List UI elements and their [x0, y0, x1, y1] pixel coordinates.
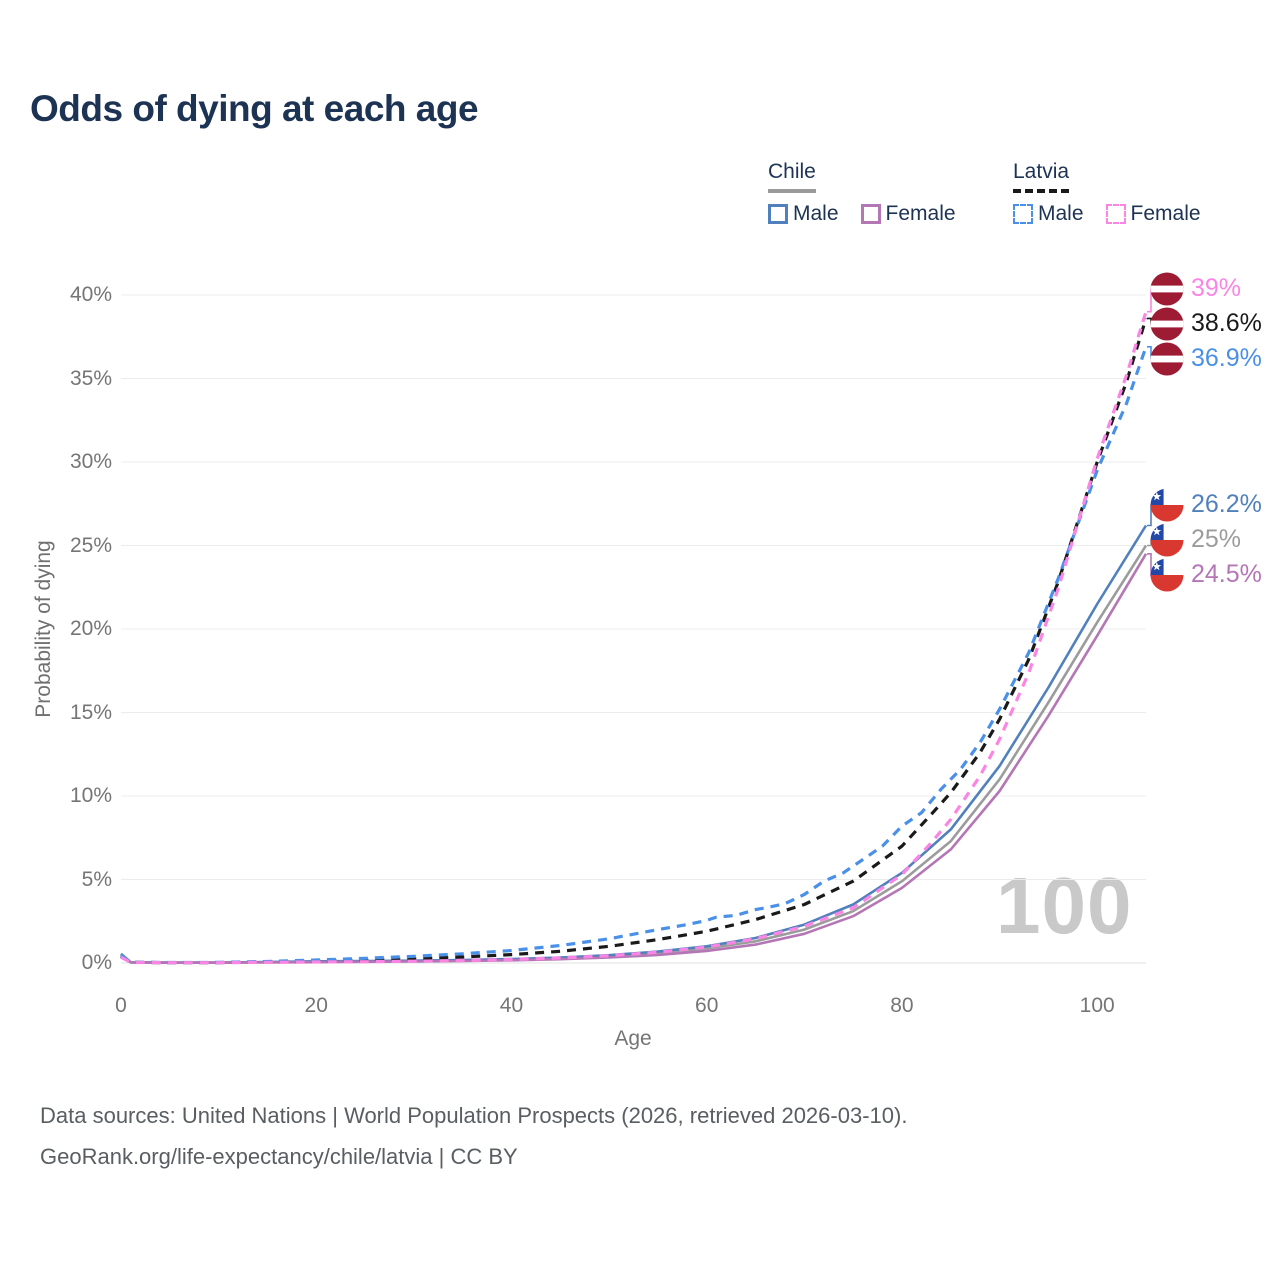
legend-swatch-icon	[768, 204, 788, 224]
legend-country-latvia: Latvia	[1013, 160, 1070, 193]
y-tick-label: 5%	[81, 867, 112, 891]
watermark-age-100: 100	[996, 861, 1133, 950]
x-tick-label: 60	[695, 994, 719, 1017]
y-tick-label: 30%	[69, 450, 112, 473]
legend-swatch-icon	[1013, 204, 1033, 224]
latvia-flag	[1150, 272, 1184, 306]
legend-swatch-icon	[860, 204, 881, 224]
y-tick-label: 25%	[69, 533, 112, 557]
end-value-label-chile-female: 24.5%	[1191, 560, 1262, 589]
end-value-label-latvia-male: 36.9%	[1191, 343, 1262, 372]
legend-item-label: Male	[793, 202, 839, 225]
chile-flag-icon	[1150, 488, 1184, 522]
y-tick-label: 20%	[69, 617, 112, 640]
legend-swatch-icon	[1105, 204, 1126, 224]
y-tick-label: 35%	[69, 366, 112, 390]
x-tick-label: 100	[1079, 994, 1115, 1017]
legend-item-chile-female[interactable]: Female	[860, 202, 956, 226]
chile-flag	[1150, 488, 1184, 522]
legend-item-latvia-female[interactable]: Female	[1105, 202, 1201, 226]
legend-item-chile-male[interactable]: Male	[768, 202, 839, 226]
x-tick-label: 0	[115, 994, 127, 1017]
legend-group-chile: Chile Male Female	[768, 160, 956, 226]
source-line-2: GeoRank.org/life-expectancy/chile/latvia…	[40, 1143, 518, 1169]
latvia-flag	[1150, 307, 1184, 341]
chile-flag	[1150, 523, 1184, 557]
end-value-label-chile-male: 26.2%	[1191, 490, 1262, 519]
y-tick-label: 15%	[69, 700, 112, 724]
legend-item-latvia-male[interactable]: Male	[1013, 202, 1084, 226]
latvia-flag-icon	[1150, 342, 1184, 376]
series-line-chile-female	[120, 553, 1148, 964]
chile-flag	[1150, 558, 1184, 592]
series-line-chile-male	[120, 524, 1148, 964]
y-tick-label: 0%	[81, 951, 112, 974]
legend-country-chile: Chile	[768, 160, 816, 193]
chile-flag-icon	[1150, 523, 1184, 557]
series-line-latvia-female	[120, 311, 1148, 965]
chile-flag-icon	[1150, 558, 1184, 592]
x-tick-label: 40	[499, 994, 524, 1017]
x-tick-label: 80	[890, 994, 914, 1017]
latvia-flag-icon	[1150, 307, 1184, 341]
end-value-label-latvia-total: 38.6%	[1191, 308, 1262, 337]
y-tick-label: 10%	[69, 784, 112, 807]
end-value-label-chile-total: 25%	[1191, 525, 1242, 554]
latvia-flag-icon	[1150, 272, 1184, 306]
y-tick-label: 40%	[69, 283, 112, 306]
legend-item-label: Female	[885, 202, 956, 225]
legend-item-label: Female	[1130, 202, 1201, 225]
legend-item-label: Male	[1038, 202, 1084, 225]
latvia-flag	[1150, 342, 1184, 376]
page-title: Odds of dying at each age	[30, 88, 479, 129]
legend-group-latvia: Latvia Male Female	[1013, 160, 1201, 226]
x-tick-label: 20	[304, 994, 328, 1017]
data-source: Data sources: United Nations | World Pop…	[40, 1096, 907, 1177]
series-line-latvia-total	[120, 317, 1148, 965]
x-axis-title: Age	[614, 1027, 652, 1050]
source-line-1: Data sources: United Nations | World Pop…	[40, 1103, 908, 1128]
end-value-label-latvia-female: 39%	[1191, 273, 1242, 302]
series-line-latvia-male	[120, 346, 1148, 965]
